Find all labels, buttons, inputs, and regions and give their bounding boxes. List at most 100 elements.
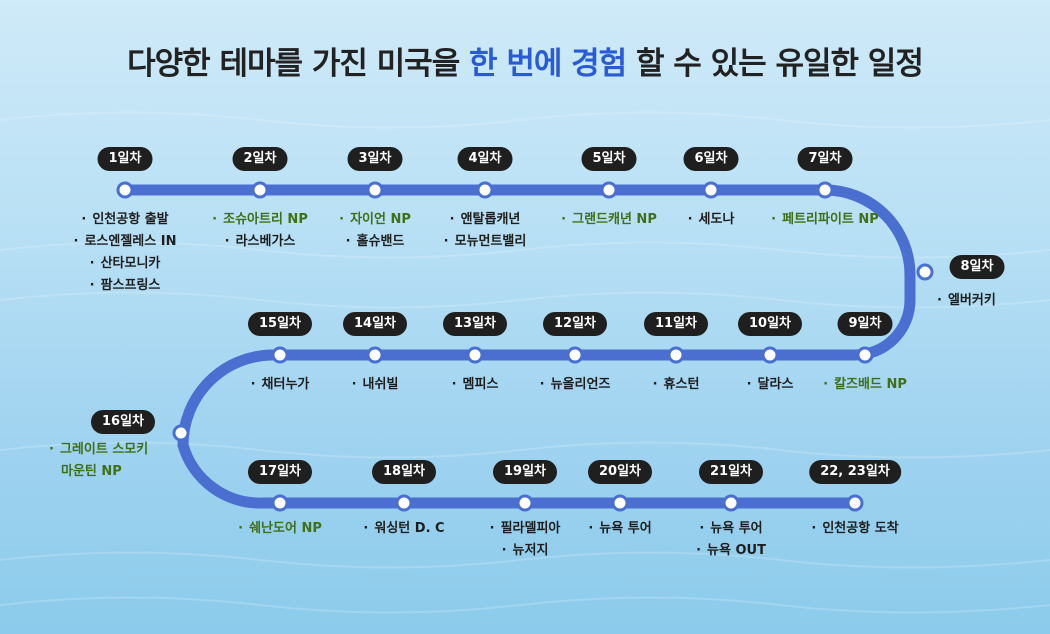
place-list: 세도나 [688,209,735,231]
place-item: 멤피스 [452,374,499,396]
place-item: 뉴올리언즈 [540,374,611,396]
day-badge: 11일차 [643,312,709,336]
place-item: 앤탈롭캐년 [444,209,527,231]
place-item: 인천공항 도착 [811,518,898,540]
stop-node [846,494,864,512]
stop-node [600,181,618,199]
place-list: 앤탈롭캐년모뉴먼트밸리 [444,209,527,253]
day-badge: 4일차 [457,147,513,171]
place-item: 모뉴먼트밸리 [444,231,527,253]
national-park-item: 쉐난도어 NP [238,518,322,540]
place-list: 인천공항 출발로스엔젤레스 IN산타모니카팜스프링스 [74,209,177,297]
place-item: 로스엔젤레스 IN [74,231,176,253]
stop-node [761,346,779,364]
day-badge: 19일차 [492,460,558,484]
place-list: 휴스턴 [653,374,700,396]
stop-node [916,263,934,281]
day-badge: 13일차 [442,312,508,336]
place-list: 채터누가 [251,374,310,396]
title-part-2: 할 수 있는 유일한 일정 [626,46,924,82]
day-badge: 14일차 [342,312,408,336]
place-item: 뉴욕 투어 [696,518,766,540]
national-park-item: 자이언 NP [339,209,411,231]
national-park-item: 페트리파이트 NP [771,209,879,231]
place-list: 내쉬빌 [352,374,399,396]
place-item: 인천공항 출발 [74,209,177,231]
day-badge: 20일차 [587,460,653,484]
place-item: 채터누가 [251,374,310,396]
day-badge: 22, 23일차 [809,460,901,484]
stop-node [816,181,834,199]
place-list: 자이언 NP홀슈밴드 [339,209,411,253]
day-badge: 8일차 [949,255,1005,279]
place-item: 뉴저지 [490,540,561,562]
stop-node [702,181,720,199]
place-item: 달라스 [747,374,794,396]
place-list: 뉴욕 투어 [588,518,651,540]
stop-node [251,181,269,199]
place-list: 엘버커키 [937,290,996,312]
day-badge: 3일차 [347,147,403,171]
national-park-item: 그레이트 스모키 [49,439,148,461]
stop-node [366,346,384,364]
stop-node [856,346,874,364]
place-item: 워싱턴 D. C [363,518,444,540]
national-park-item: 마운틴 NP [61,464,122,479]
place-list: 인천공항 도착 [811,518,898,540]
place-list: 뉴올리언즈 [540,374,611,396]
place-list: 필라델피아뉴저지 [490,518,561,562]
stop-node [395,494,413,512]
place-list: 뉴욕 투어뉴욕 OUT [696,518,766,562]
national-park-item: 그랜드캐년 NP [561,209,657,231]
day-badge: 5일차 [581,147,637,171]
stop-node [116,181,134,199]
place-list: 조슈아트리 NP라스베가스 [212,209,308,253]
stop-node [366,181,384,199]
place-list: 달라스 [747,374,794,396]
place-item: 팜스프링스 [74,275,177,297]
day-badge: 1일차 [97,147,153,171]
place-item: 산타모니카 [74,253,177,275]
place-item: 라스베가스 [212,231,308,253]
national-park-item: 칼즈배드 NP [823,374,907,396]
stop-node [476,181,494,199]
place-item: 세도나 [688,209,735,231]
place-list: 그랜드캐년 NP [561,209,657,231]
day-badge: 7일차 [797,147,853,171]
national-park-item: 조슈아트리 NP [212,209,308,231]
stop-node [667,346,685,364]
stop-node [466,346,484,364]
day-badge: 12일차 [542,312,608,336]
title-highlight: 한 번에 경험 [469,46,627,82]
place-list: 워싱턴 D. C [363,518,444,540]
day-badge: 2일차 [232,147,288,171]
place-list: 페트리파이트 NP [771,209,879,231]
place-item: 뉴욕 OUT [696,540,766,562]
day-badge: 9일차 [837,312,893,336]
day-badge: 18일차 [371,460,437,484]
place-item: 엘버커키 [937,290,996,312]
place-item: 내쉬빌 [352,374,399,396]
place-item: 뉴욕 투어 [588,518,651,540]
place-item: 휴스턴 [653,374,700,396]
place-item: 필라델피아 [490,518,561,540]
day-badge: 10일차 [737,312,803,336]
stop-node [271,494,289,512]
day-badge: 16일차 [90,410,156,434]
page-title: 다양한 테마를 가진 미국을 한 번에 경험 할 수 있는 유일한 일정 [0,38,1050,83]
place-item: 홀슈밴드 [339,231,411,253]
place-list: 쉐난도어 NP [238,518,322,540]
title-part-1: 다양한 테마를 가진 미국을 [127,46,470,82]
stop-node [611,494,629,512]
stop-node [722,494,740,512]
stop-node [172,424,190,442]
day-badge: 17일차 [247,460,313,484]
day-badge: 15일차 [247,312,313,336]
stop-node [271,346,289,364]
stop-node [566,346,584,364]
place-list: 멤피스 [452,374,499,396]
stop-node [516,494,534,512]
day-badge: 21일차 [698,460,764,484]
